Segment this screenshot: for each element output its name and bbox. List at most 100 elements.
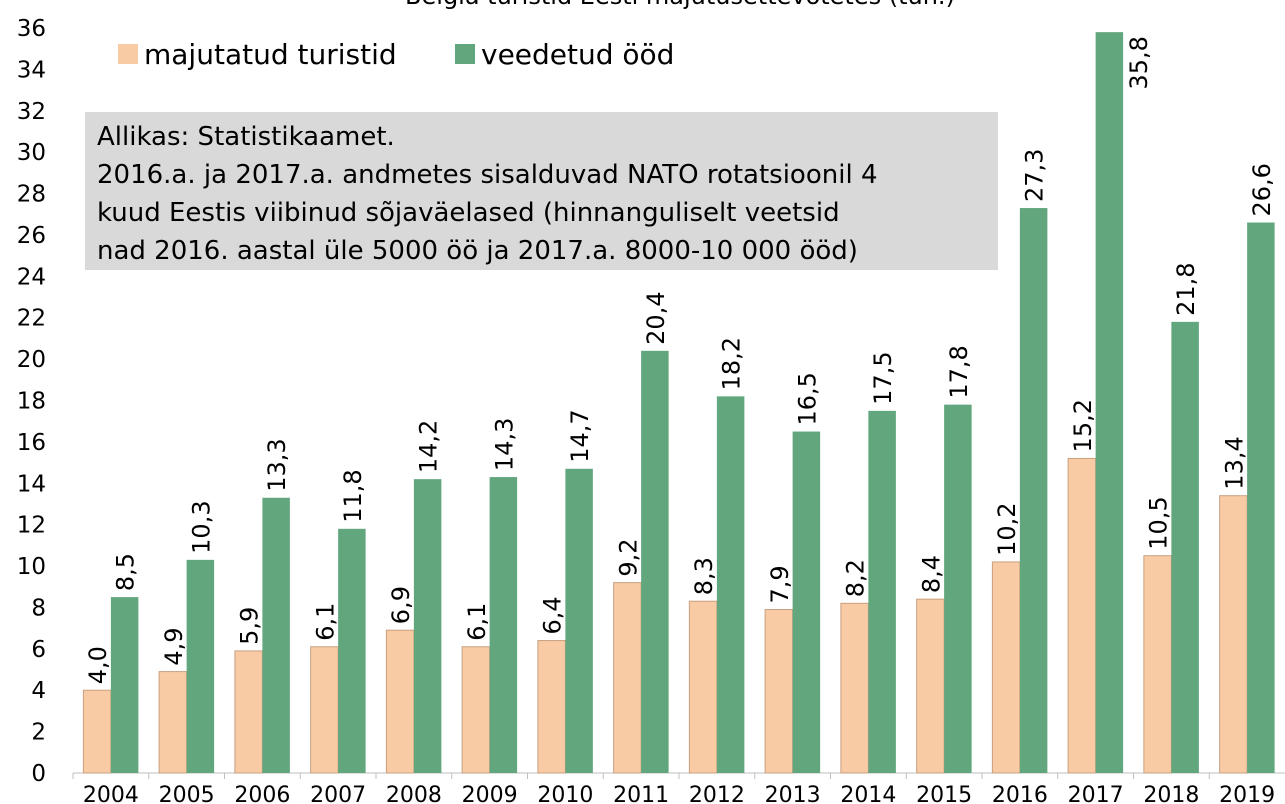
y-tick-label: 12 [17, 513, 46, 539]
x-tick-label: 2011 [613, 783, 669, 804]
data-label: 18,2 [718, 337, 746, 390]
note-line: 2016.a. ja 2017.a. andmetes sisalduvad N… [97, 160, 877, 190]
y-tick-label: 2 [31, 720, 46, 746]
data-label: 17,8 [945, 345, 973, 398]
bar [1171, 321, 1199, 773]
data-label: 35,8 [1125, 36, 1153, 89]
data-label: 6,9 [387, 586, 415, 624]
bar [613, 582, 642, 774]
y-tick-label: 14 [17, 471, 46, 497]
data-label: 7,9 [766, 565, 794, 603]
bar [489, 477, 518, 773]
data-label: 8,2 [842, 559, 870, 597]
y-tick-label: 0 [31, 761, 46, 787]
bar [110, 597, 139, 773]
bar [1219, 495, 1248, 774]
y-tick-label: 6 [31, 637, 46, 663]
data-label: 13,4 [1220, 436, 1248, 489]
x-tick-label: 2017 [1068, 783, 1124, 804]
data-label: 9,2 [614, 538, 642, 576]
legend-swatch [118, 44, 138, 64]
x-tick-label: 2012 [689, 783, 745, 804]
x-tick-label: 2010 [537, 783, 593, 804]
bar [338, 528, 366, 773]
bar [1019, 208, 1048, 773]
bar [868, 410, 896, 773]
y-tick-label: 36 [17, 16, 46, 42]
legend-label: majutatud turistid [144, 38, 397, 71]
x-tick-label: 2014 [840, 783, 896, 804]
data-label: 4,9 [160, 627, 188, 665]
x-tick-label: 2007 [310, 783, 366, 804]
y-tick-label: 26 [17, 223, 46, 249]
bar [158, 671, 188, 774]
data-label: 14,3 [490, 418, 518, 471]
chart-title: Belgia turistid Eesti majutusettevõtetes… [405, 0, 955, 10]
y-tick-label: 10 [17, 554, 46, 580]
bar [413, 479, 442, 773]
y-tick-label: 28 [17, 182, 46, 208]
note-line: Allikas: Statistikaamet. [97, 122, 395, 152]
y-tick-label: 34 [17, 57, 46, 83]
bar [262, 497, 290, 773]
bar [792, 431, 821, 773]
bar [688, 600, 718, 774]
data-label: 8,5 [112, 553, 140, 591]
data-label: 16,5 [793, 372, 821, 425]
data-label: 10,3 [187, 500, 215, 553]
data-label: 26,6 [1248, 163, 1276, 216]
y-tick-label: 32 [17, 99, 46, 125]
bar [916, 598, 945, 774]
data-label: 13,3 [263, 438, 291, 491]
x-tick-label: 2008 [386, 783, 442, 804]
x-tick-label: 2015 [916, 783, 972, 804]
bar [234, 650, 263, 774]
x-tick-label: 2016 [992, 783, 1048, 804]
x-tick-label: 2006 [234, 783, 290, 804]
data-label: 8,3 [690, 557, 718, 595]
bar [1067, 457, 1097, 774]
y-tick-label: 4 [31, 678, 46, 704]
data-label: 10,5 [1145, 496, 1173, 549]
x-tick-label: 2005 [159, 783, 215, 804]
y-tick-label: 16 [17, 430, 46, 456]
data-label: 27,3 [1021, 149, 1049, 202]
data-label: 20,4 [642, 291, 670, 344]
bar [716, 396, 745, 773]
note-line: kuud Eestis viibinud sõjaväelased (hinna… [97, 198, 840, 228]
data-label: 8,4 [917, 555, 945, 593]
bar [944, 404, 972, 773]
bar [565, 468, 593, 773]
x-tick-label: 2019 [1219, 783, 1275, 804]
bar [461, 646, 491, 774]
data-label: 14,2 [415, 420, 443, 473]
bar [991, 561, 1021, 774]
data-label: 6,4 [539, 596, 567, 634]
bar [840, 602, 869, 774]
x-tick-label: 2018 [1143, 783, 1199, 804]
x-tick-label: 2013 [765, 783, 821, 804]
data-label: 15,2 [1069, 399, 1097, 452]
bar [186, 559, 215, 773]
legend-swatch [455, 44, 475, 64]
bar [1095, 32, 1124, 773]
data-label: 14,7 [566, 409, 594, 462]
data-label: 5,9 [236, 607, 264, 645]
data-label: 10,2 [993, 502, 1021, 555]
x-tick-label: 2009 [462, 783, 518, 804]
data-label: 17,5 [869, 351, 897, 404]
y-tick-label: 8 [31, 595, 46, 621]
data-label: 6,1 [463, 603, 491, 641]
bar [385, 629, 415, 774]
bar [641, 350, 669, 773]
y-tick-label: 30 [17, 140, 46, 166]
data-label: 4,0 [84, 646, 112, 684]
bar [537, 640, 566, 774]
bar [310, 646, 339, 774]
note-line: nad 2016. aastal üle 5000 öö ja 2017.a. … [97, 236, 858, 266]
legend-label: veedetud ööd [481, 38, 674, 71]
bar [82, 689, 112, 774]
y-tick-label: 20 [17, 347, 46, 373]
note-box [85, 112, 998, 270]
